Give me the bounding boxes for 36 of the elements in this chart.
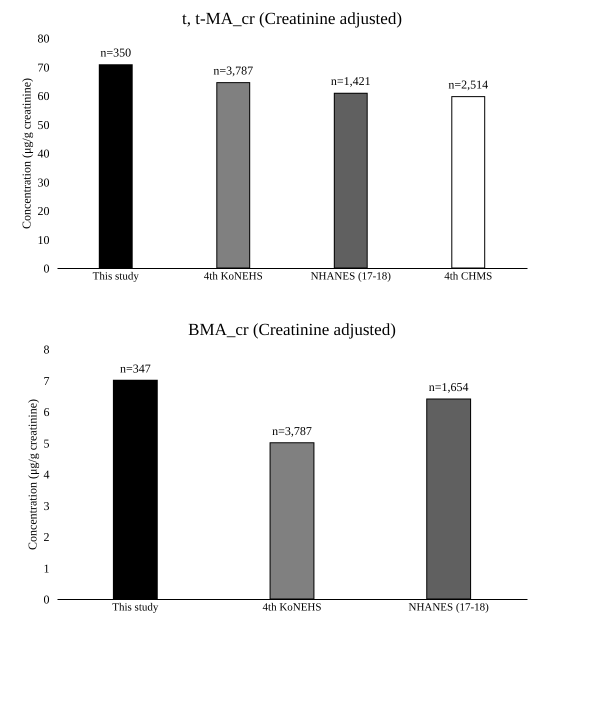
annotation: n=350 [100, 46, 132, 60]
x-tick-label: 4th KoNEHS [204, 270, 263, 282]
annotation: n=347 [120, 361, 151, 376]
y-tick-label: 0 [44, 262, 50, 276]
y-tick-label: 20 [38, 204, 50, 218]
y-tick-label: 40 [38, 146, 50, 160]
y-tick-label: 7 [44, 374, 50, 388]
y-tick-label: 70 [38, 60, 50, 74]
y-tick-label: 6 [44, 405, 50, 419]
x-tick-label: 4th KoNEHS [262, 602, 322, 614]
y-axis-title: Concentration (μg/g creatinine) [26, 398, 40, 550]
annotation: n=1,421 [330, 74, 371, 88]
annotation: n=3,787 [213, 64, 254, 78]
y-tick-label: 30 [38, 175, 50, 190]
annotation: n=3,787 [272, 424, 312, 438]
y-tick-label: 5 [44, 436, 50, 450]
y-tick-label: 10 [38, 232, 50, 247]
x-tick-label: NHANES (17-18) [310, 270, 392, 282]
y-tick-label: 1 [44, 561, 50, 576]
y-tick-label: 80 [38, 32, 50, 46]
y-axis-title: Concentration (μg/g creatinine) [20, 78, 34, 230]
x-tick-label: This study [112, 602, 159, 614]
annotation: n=2,514 [448, 78, 488, 92]
chart-title: BMA_cr (Creatinine adjusted) [188, 320, 396, 339]
x-tick-label: NHANES (17-18) [408, 602, 490, 614]
y-tick-label: 0 [44, 592, 50, 606]
y-tick-label: 8 [44, 342, 50, 356]
y-tick-label: 4 [44, 468, 50, 482]
x-tick-label: 4th CHMS [444, 270, 492, 282]
y-tick-label: 2 [44, 530, 50, 544]
y-tick-label: 60 [38, 89, 50, 103]
chart-title: t, t-MA_cr (Creatinine adjusted) [182, 9, 402, 28]
annotation: n=1,654 [428, 380, 469, 394]
y-tick-label: 3 [44, 498, 50, 513]
x-tick-label: This study [92, 270, 140, 282]
y-tick-label: 50 [38, 118, 50, 132]
